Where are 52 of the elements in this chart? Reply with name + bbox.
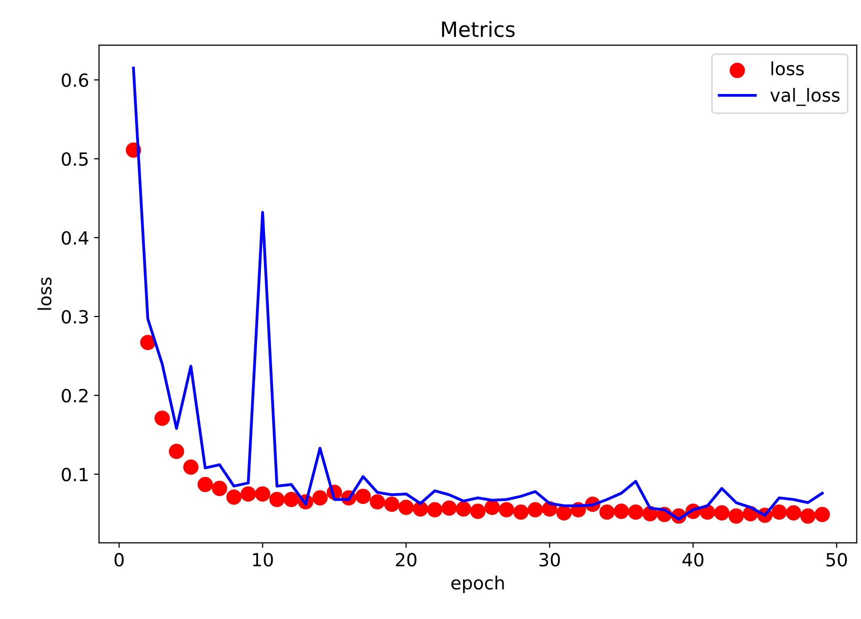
point [427,502,442,518]
x-tick-label: 40 [682,552,704,567]
legend-label: val_loss [770,88,840,106]
y-tick-label: 0.6 [62,73,88,88]
point [284,492,299,508]
point [556,505,572,521]
point [714,505,730,521]
point [484,500,500,516]
x-tick-label: 10 [253,552,273,567]
point [772,504,787,520]
point [442,500,457,516]
chart-title: Metrics [442,21,515,38]
point [456,501,472,517]
point [786,505,802,521]
x-axis-title: epoch [451,576,504,594]
legend-label: loss [771,61,804,76]
x-tick-label: 0 [114,552,124,567]
x-tick-label: 30 [539,552,560,567]
point [398,500,414,516]
y-tick-label: 0.5 [62,152,88,166]
y-tick-label: 0.2 [62,388,88,402]
point [628,504,644,520]
point [269,492,285,508]
point [212,480,228,496]
point [370,494,386,510]
y-tick-label: 0.4 [62,231,88,245]
point [226,489,242,505]
point [513,504,529,520]
point [240,486,256,502]
point [614,504,629,519]
point [355,488,371,504]
point [800,508,816,524]
point [728,508,744,524]
point [168,444,184,460]
point [312,490,328,506]
x-tick-label: 20 [396,552,416,567]
x-tick-label: 50 [826,552,847,567]
point [470,504,486,519]
point [154,410,170,426]
point [528,502,543,518]
point [198,476,213,492]
y-tick-label: 0.3 [62,310,88,324]
point [498,502,514,518]
point [384,496,400,512]
point [814,506,830,522]
y-axis-title: loss [38,277,52,310]
point [599,504,615,520]
point [140,334,156,350]
y-tick-label: 0.1 [62,468,88,482]
point [254,486,270,502]
point [183,460,198,475]
point [412,501,428,517]
